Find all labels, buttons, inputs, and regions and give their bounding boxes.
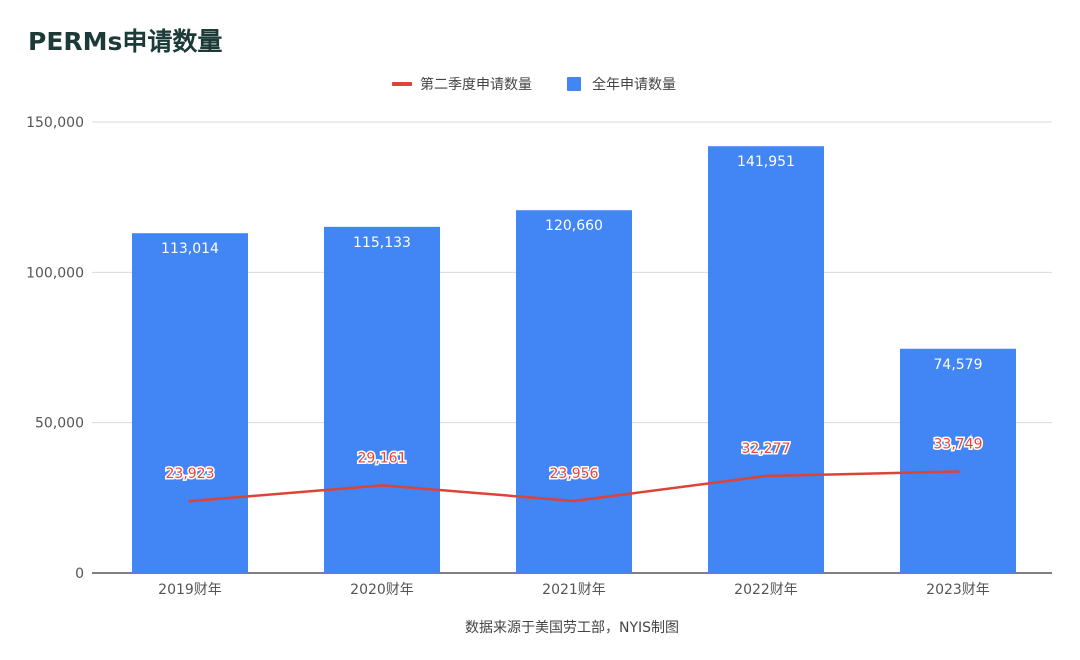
bar-data-label: 74,579 [934,357,983,373]
bar [132,233,248,573]
line-point [572,499,576,503]
bar [708,146,824,573]
bar-layer [132,146,1016,574]
line-point [764,474,768,478]
bar-data-label: 141,951 [737,154,795,170]
legend: 第二季度申请数量 全年申请数量 [392,76,676,93]
legend-bar-swatch [567,77,581,91]
y-tick-label: 0 [75,566,84,582]
line-data-label: 23,923 [166,466,215,482]
line-data-label: 23,956 [550,466,599,482]
source-note: 数据来源于美国劳工部，NYIS制图 [465,620,679,636]
bar [900,348,1016,573]
y-tick-label: 100,000 [26,265,84,281]
grid-layer: 0 50,000 100,000 150,000 2019财年 2020财年 2021财年 2… [26,115,1052,598]
bar-data-label: 113,014 [161,241,219,257]
line-data-label: 29,161 [358,450,407,466]
legend-label-line: 第二季度申请数量 [420,76,532,93]
line-point [188,499,192,503]
line-data-label: 32,277 [742,441,791,457]
bar [516,210,632,573]
line-layer [188,470,960,503]
line-point [956,470,960,474]
legend-label-bar: 全年申请数量 [592,76,676,93]
legend-line-swatch [392,82,412,86]
line-point [380,483,384,487]
line-data-label: 33,749 [934,437,983,453]
x-tick-label: 2019财年 [158,582,222,598]
y-tick-label: 50,000 [35,416,84,432]
y-tick-label: 150,000 [26,115,84,131]
label-layer: 113,014 115,133 120,660 141,951 74,579 23,923… [161,154,984,483]
bar [324,226,440,574]
bar-data-label: 115,133 [353,235,411,251]
x-tick-label: 2020财年 [350,582,414,598]
x-tick-label: 2022财年 [734,582,798,598]
x-tick-label: 2023财年 [926,582,990,598]
bar-data-label: 120,660 [545,218,603,234]
x-tick-label: 2021财年 [542,582,606,598]
chart-title: PERMs申请数量 [28,27,223,56]
